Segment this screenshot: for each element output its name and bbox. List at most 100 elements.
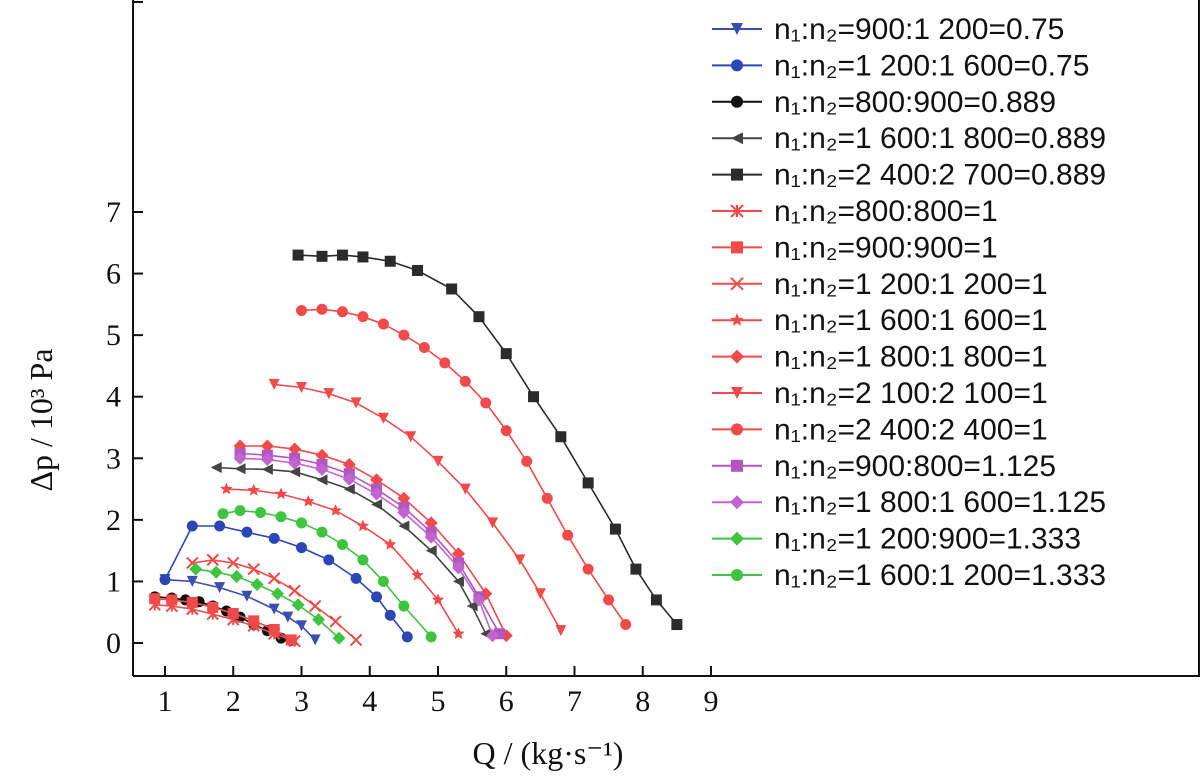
point-marker [315, 448, 329, 462]
data-point [731, 241, 743, 254]
point-marker [288, 442, 302, 456]
point-marker [250, 578, 264, 592]
data-point [329, 615, 342, 628]
data-point [288, 456, 302, 470]
point-marker [398, 520, 410, 532]
x-tick-label: 7 [567, 685, 582, 718]
point-marker [432, 455, 444, 467]
x-tick-label: 1 [158, 685, 173, 718]
data-point [500, 425, 512, 437]
data-point [234, 463, 246, 475]
point-marker [500, 348, 512, 360]
x-axis-label: Q / (kg·s⁻¹) [473, 735, 624, 771]
legend-label: n₁:n₂=900:900=1 [774, 231, 998, 264]
point-marker [316, 303, 328, 315]
series [220, 482, 465, 639]
data-point [397, 491, 411, 505]
data-point [731, 23, 743, 35]
axes: 1 2 3 4 5 6 7 8 9 0 1 2 3 4 5 6 7 Q / (kg·s⁻¹) Δp / 10³ Pa [23, 0, 1200, 771]
point-marker [233, 451, 247, 465]
data-point [315, 462, 329, 476]
data-point [424, 530, 438, 544]
data-point [271, 587, 285, 601]
point-marker [332, 631, 346, 645]
data-point [730, 313, 744, 326]
legend-item: n₁:n₂=2 400:2 400=1 [712, 413, 1048, 446]
legend-label: n₁:n₂=1 600:1 200=1.333 [774, 559, 1106, 592]
point-marker [730, 204, 744, 218]
data-point [730, 204, 744, 218]
data-point [730, 495, 744, 510]
data-point [186, 520, 198, 532]
point-marker [342, 472, 356, 486]
data-point [432, 455, 444, 467]
y-tick-label: 3 [106, 442, 121, 475]
point-marker [425, 631, 437, 643]
data-point [316, 474, 328, 486]
data-point [398, 600, 410, 612]
point-marker [227, 556, 240, 570]
plot-area [148, 249, 683, 648]
y-tick-label: 1 [106, 565, 121, 598]
data-point [296, 305, 307, 317]
series [233, 451, 500, 643]
data-point [425, 631, 437, 643]
point-marker [377, 575, 389, 587]
data-point [267, 572, 281, 585]
data-point [671, 619, 683, 631]
data-point [255, 506, 267, 518]
point-marker [480, 397, 492, 409]
point-marker [292, 249, 304, 261]
series [296, 303, 632, 631]
data-point [309, 634, 321, 646]
data-point [342, 457, 356, 471]
point-marker [267, 572, 281, 585]
point-marker [730, 349, 744, 364]
point-marker [336, 306, 348, 318]
legend-item: n₁:n₂=900:800=1.125 [712, 450, 1056, 483]
data-point [418, 341, 430, 353]
point-marker [186, 575, 198, 587]
point-marker [268, 623, 280, 635]
point-marker [534, 588, 546, 600]
data-point [312, 613, 326, 627]
point-marker [288, 584, 301, 597]
data-point [336, 306, 348, 318]
x-tick-label: 2 [226, 685, 241, 718]
point-marker [336, 249, 348, 261]
point-marker [343, 483, 355, 495]
data-point [500, 348, 512, 360]
point-marker [731, 95, 743, 108]
point-marker [370, 473, 384, 487]
data-point [357, 311, 369, 323]
point-marker [260, 453, 274, 467]
point-marker [241, 526, 253, 538]
point-marker [357, 311, 369, 323]
data-point [282, 611, 294, 623]
data-point [260, 453, 274, 467]
point-marker [582, 563, 594, 575]
point-marker [541, 492, 553, 504]
point-marker [291, 598, 305, 612]
data-point [316, 250, 328, 262]
point-marker [220, 482, 233, 495]
data-point [731, 95, 743, 108]
point-marker [731, 23, 743, 35]
point-marker [316, 250, 328, 262]
point-marker [452, 627, 465, 639]
data-point [268, 623, 280, 635]
point-marker [620, 619, 632, 631]
point-marker [316, 526, 328, 538]
data-point [332, 631, 346, 645]
point-marker [296, 305, 307, 317]
legend-item: n₁:n₂=800:800=1 [712, 195, 998, 228]
data-point [431, 593, 445, 606]
data-point [730, 349, 744, 364]
point-marker [248, 615, 260, 627]
point-marker [234, 463, 246, 475]
data-point [336, 249, 348, 261]
x-tick-label: 4 [362, 685, 377, 718]
data-point [731, 168, 743, 181]
point-marker [268, 532, 280, 544]
